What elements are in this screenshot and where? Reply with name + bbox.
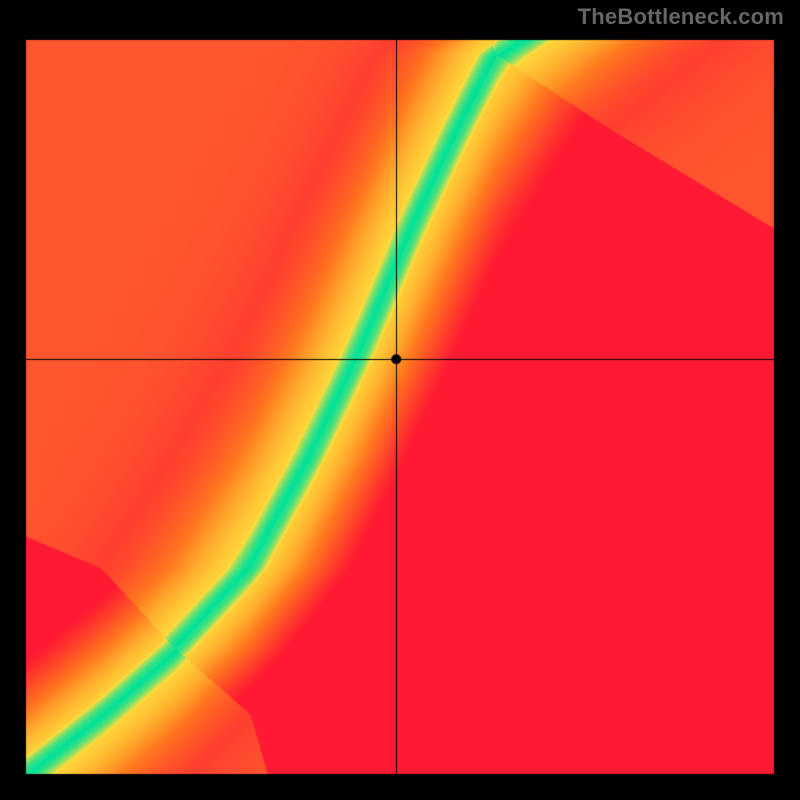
bottleneck-heatmap-canvas [0, 0, 800, 800]
attribution-text: TheBottleneck.com [578, 4, 784, 30]
chart-container: TheBottleneck.com [0, 0, 800, 800]
